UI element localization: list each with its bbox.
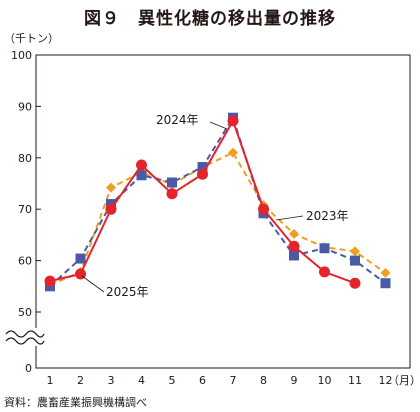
x-tick-label: 10 bbox=[318, 374, 332, 387]
data-point bbox=[166, 188, 178, 200]
data-point bbox=[319, 266, 330, 278]
y-tick-label: 0 bbox=[25, 362, 32, 375]
data-point bbox=[228, 147, 238, 158]
y-tick-label: 50 bbox=[18, 306, 32, 319]
data-point bbox=[197, 162, 208, 173]
data-point bbox=[197, 168, 208, 180]
axis-break-wave bbox=[5, 337, 45, 345]
label-leader bbox=[81, 275, 105, 293]
x-tick-label: 4 bbox=[138, 374, 145, 387]
data-point bbox=[44, 275, 56, 287]
data-point bbox=[289, 250, 299, 261]
x-tick-label: 9 bbox=[291, 374, 298, 387]
x-tick-label: 11 bbox=[348, 374, 362, 387]
data-point bbox=[227, 115, 239, 127]
x-tick-label: 1 bbox=[47, 374, 54, 387]
data-point bbox=[136, 170, 147, 181]
y-tick-label: 80 bbox=[18, 152, 32, 165]
data-point bbox=[319, 243, 330, 254]
y-tick-label: 90 bbox=[18, 100, 32, 113]
data-point bbox=[105, 203, 117, 215]
data-point bbox=[258, 203, 269, 215]
label-leader bbox=[275, 215, 304, 221]
series-2024年 bbox=[45, 112, 391, 292]
data-point bbox=[288, 240, 300, 252]
y-tick-label: 70 bbox=[18, 203, 32, 216]
series-label-2025年: 2025年 bbox=[106, 285, 149, 299]
label-leader bbox=[209, 121, 228, 130]
data-point bbox=[349, 277, 361, 289]
data-point bbox=[106, 182, 116, 193]
series-2025年 bbox=[44, 115, 361, 289]
series-line bbox=[49, 118, 356, 285]
chart-title: 図９ 異性化糖の移出量の推移 bbox=[84, 9, 336, 29]
source-note: 資料：農畜産業振興機構調べ bbox=[4, 396, 147, 409]
x-tick-label: 5 bbox=[169, 374, 176, 387]
series-layer bbox=[44, 112, 391, 292]
data-point bbox=[380, 278, 391, 289]
x-tick-label: 7 bbox=[230, 374, 237, 387]
series-label-2024年: 2024年 bbox=[156, 113, 199, 127]
y-tick-label: 60 bbox=[18, 255, 32, 268]
data-point bbox=[350, 255, 360, 266]
data-point bbox=[350, 246, 360, 257]
x-axis-label: （月） bbox=[388, 374, 420, 387]
y-tick-label: 100 bbox=[11, 49, 32, 62]
y-axis-label: （千トン） bbox=[4, 32, 59, 45]
x-tick-label: 2 bbox=[77, 374, 84, 387]
x-tick-label: 3 bbox=[108, 374, 115, 387]
series-labels: 2024年 2023年 2025年 bbox=[81, 113, 349, 299]
data-point bbox=[380, 267, 391, 278]
plot-frame bbox=[35, 54, 411, 369]
data-point bbox=[167, 177, 177, 188]
axis-break-wave bbox=[5, 330, 45, 338]
data-point bbox=[289, 228, 299, 239]
series-line bbox=[49, 151, 387, 287]
x-tick-label: 12 bbox=[379, 374, 393, 387]
series-line bbox=[49, 115, 387, 288]
data-point bbox=[75, 253, 86, 264]
data-point bbox=[136, 159, 147, 171]
series-label-2023年: 2023年 bbox=[306, 209, 349, 223]
x-tick-label: 6 bbox=[199, 374, 206, 387]
x-tick-label: 8 bbox=[260, 374, 267, 387]
